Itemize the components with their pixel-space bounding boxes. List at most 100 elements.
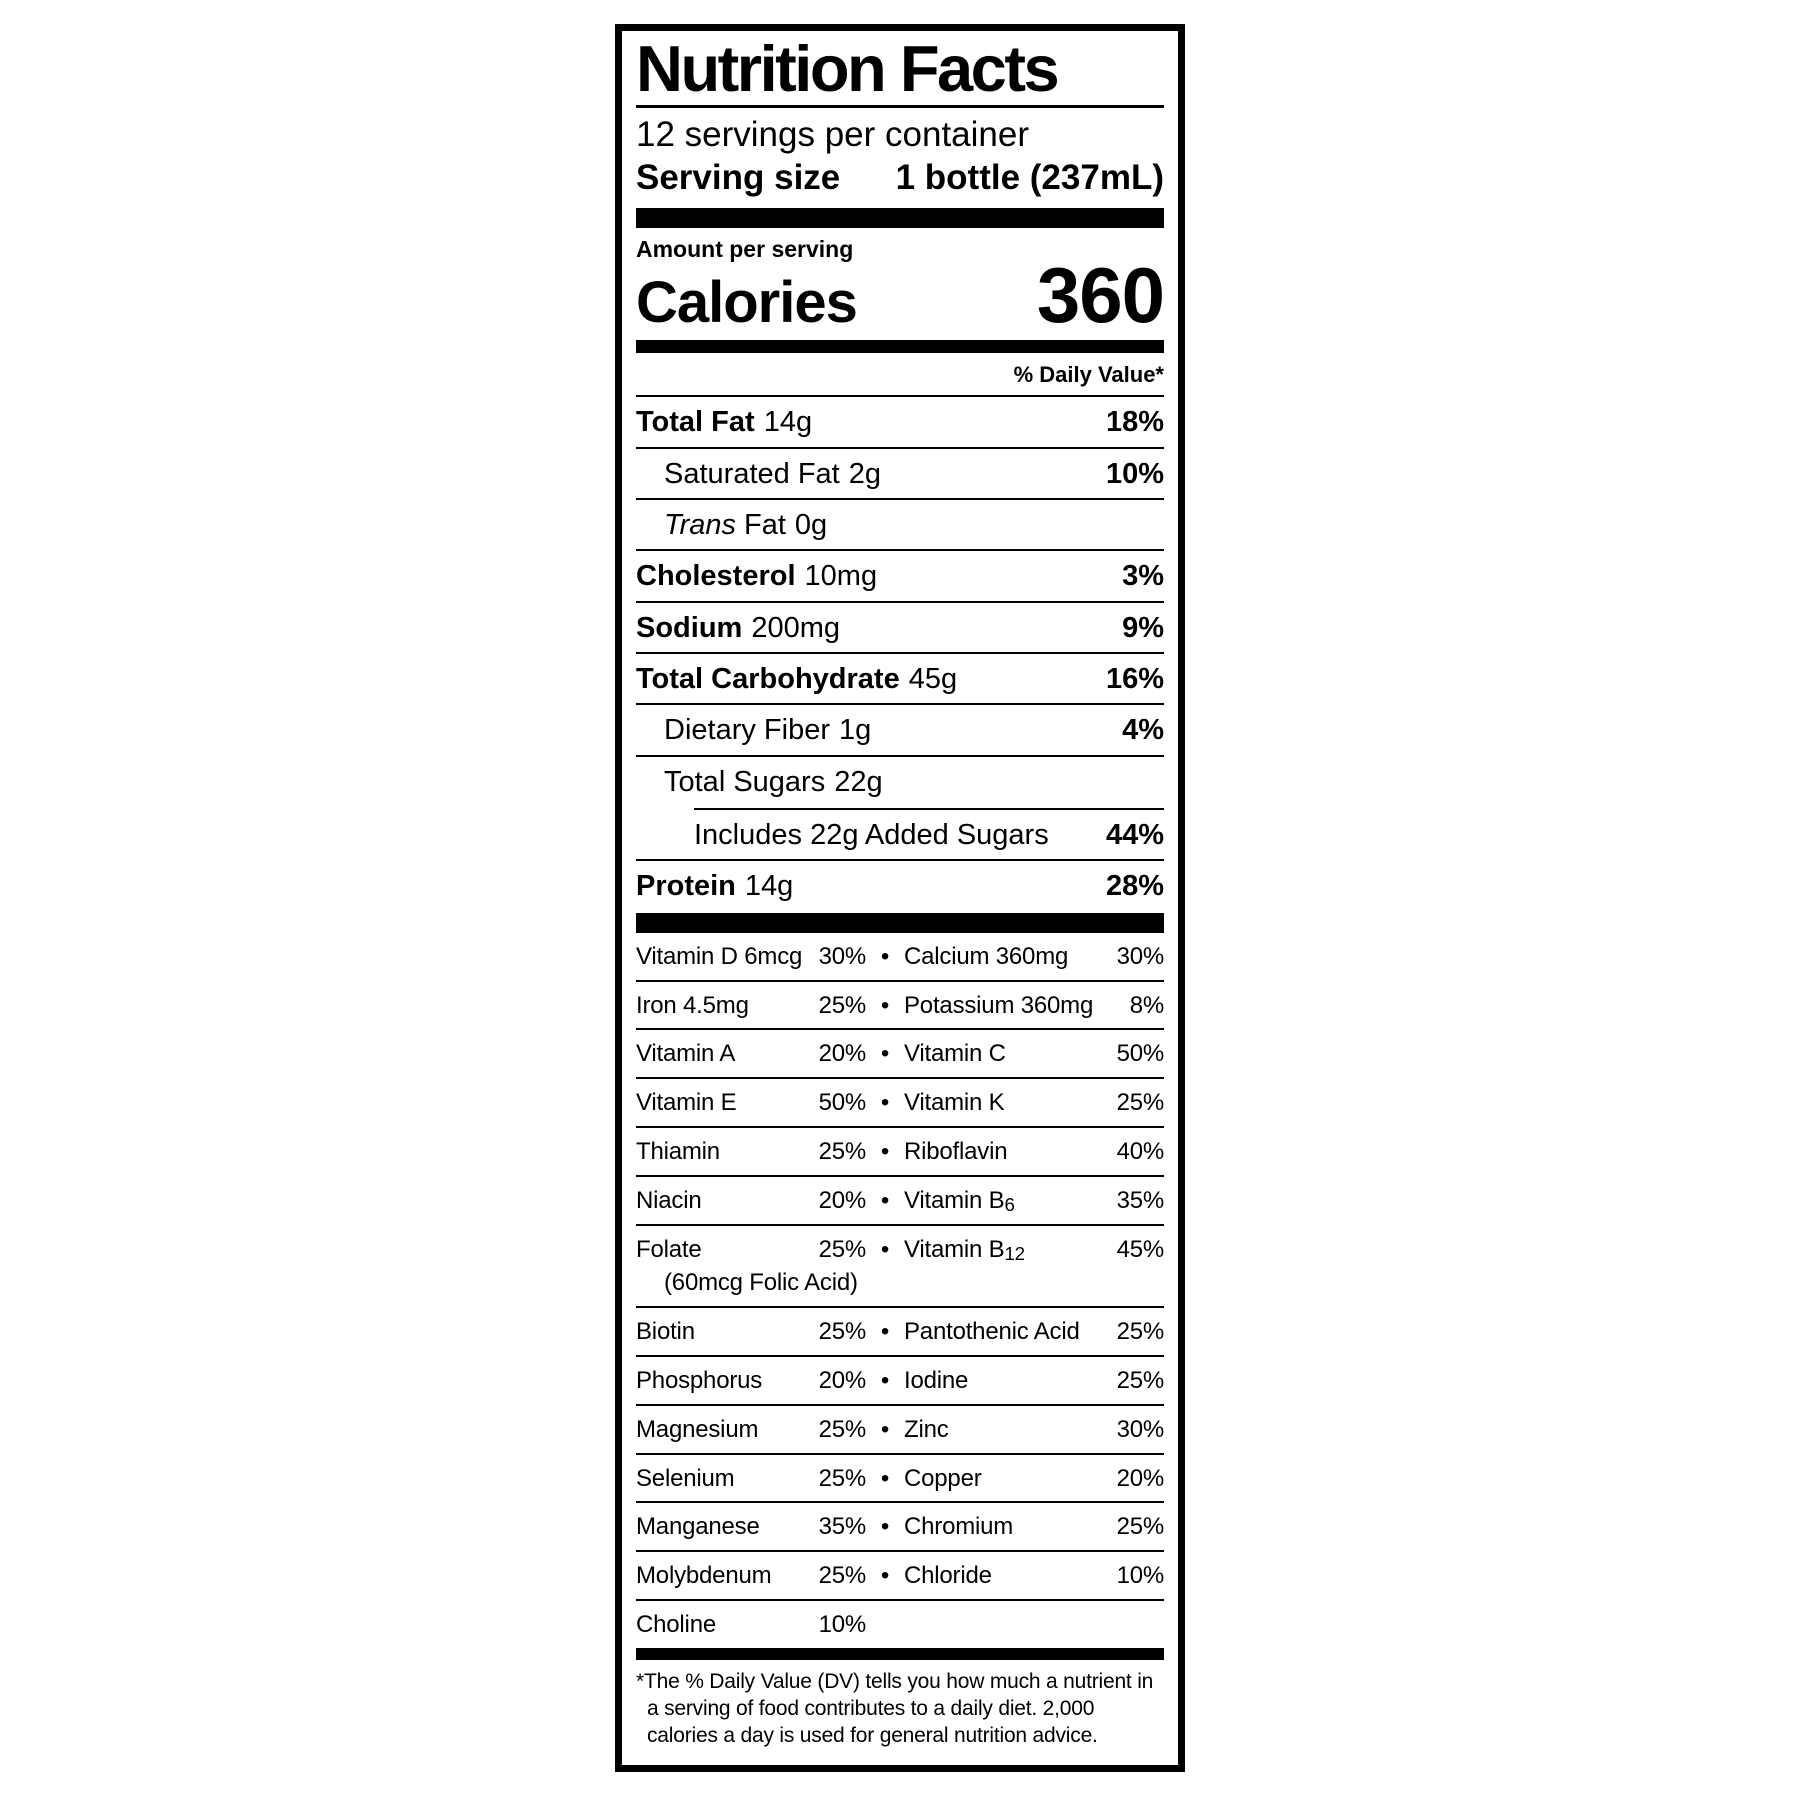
micro-dv: 25%: [818, 1235, 867, 1263]
bullet-separator: •: [880, 1235, 890, 1263]
folate-folic-acid-note: (60mcg Folic Acid): [664, 1269, 858, 1297]
micro-right-pair: Pantothenic Acid 25%: [904, 1318, 1164, 1347]
nutrient-name: Sodium: [636, 611, 743, 644]
nutrient-amount: 2g: [848, 457, 881, 490]
nutrient-name-italic: Trans: [664, 509, 736, 542]
row-protein: Protein 14g 28%: [636, 861, 1164, 912]
divider-bar-footnote: [636, 1647, 1164, 1660]
row-dietary-fiber: Dietary Fiber 1g 4%: [636, 705, 1164, 757]
micro-right-pair: Chloride 10%: [904, 1562, 1164, 1591]
micro-name: Zinc: [904, 1415, 949, 1443]
micro-name-subscript: 12: [1004, 1242, 1025, 1264]
bullet-separator: •: [880, 1513, 890, 1541]
amount-per-serving-label: Amount per serving: [636, 236, 854, 263]
bullet-separator: •: [880, 1138, 890, 1166]
micro-dv: 20%: [1116, 1464, 1165, 1492]
nutrient-dv: 9%: [1122, 611, 1164, 644]
nutrient-amount: 1g: [839, 714, 872, 747]
micro-left-pair: Vitamin D 6mcg 30%: [636, 943, 866, 972]
micro-left-pair: Vitamin E 50%: [636, 1089, 866, 1118]
micro-right-pair: Riboflavin 40%: [904, 1138, 1164, 1167]
row-vitamin-a-vitamin-c: Vitamin A 20% • Vitamin C 50%: [636, 1030, 1164, 1080]
micro-right-pair: Chromium 25%: [904, 1513, 1164, 1542]
nutrient-dv: 4%: [1122, 714, 1164, 747]
micro-dv: 25%: [1116, 1089, 1165, 1117]
micro-name: Copper: [904, 1464, 982, 1492]
serving-size-value: 1 bottle (237mL): [895, 157, 1164, 197]
nutrient-name: Protein: [636, 870, 736, 903]
row-vitamin-e-vitamin-k: Vitamin E 50% • Vitamin K 25%: [636, 1079, 1165, 1129]
micro-dv: 30%: [1116, 942, 1165, 970]
micro-dv: 20%: [818, 1367, 867, 1394]
bullet-separator: •: [880, 1367, 890, 1394]
row-biotin-pantothenic-acid: Biotin 25% • Pantothenic Acid 25%: [636, 1308, 1164, 1357]
nutrition-facts-label: Nutrition Facts 12 servings per containe…: [615, 24, 1185, 1772]
micro-dv: 50%: [1116, 1040, 1165, 1068]
nutrient-name: Total Sugars: [664, 765, 826, 798]
micro-dv: 40%: [1116, 1138, 1165, 1166]
micro-name: Choline: [636, 1610, 716, 1638]
indented-rule: [694, 808, 1164, 811]
nutrient-dv: 10%: [1105, 457, 1164, 490]
row-cholesterol: Cholesterol 10mg 3%: [636, 551, 1164, 603]
micro-name: Vitamin C: [904, 1040, 1006, 1068]
micro-name: Vitamin A: [636, 1040, 736, 1068]
row-thiamin-riboflavin: Thiamin 25% • Riboflavin 40%: [636, 1128, 1164, 1177]
micro-left-pair: Manganese 35%: [636, 1513, 866, 1542]
micro-name: Selenium: [636, 1464, 735, 1492]
micro-dv: 25%: [818, 1415, 867, 1443]
nutrient-name: Saturated Fat: [664, 457, 840, 490]
micro-dv: 45%: [1116, 1235, 1165, 1263]
micro-name: Potassium 360mg: [904, 991, 1094, 1019]
nutrient-amount: 200mg: [751, 611, 841, 644]
row-iron-potassium: Iron 4.5mg 25% • Potassium 360mg 8%: [636, 982, 1164, 1031]
daily-value-header: % Daily Value*: [636, 353, 1164, 398]
micro-dv: 30%: [1116, 1415, 1165, 1443]
row-trans-fat: Trans Fat 0g: [636, 500, 1164, 552]
bullet-separator: •: [880, 1318, 890, 1346]
micro-left-pair: Vitamin A 20%: [636, 1040, 866, 1069]
micro-right-pair: Potassium 360mg 8%: [904, 992, 1164, 1021]
micro-right-pair: Zinc 30%: [904, 1416, 1164, 1445]
row-total-sugars: Total Sugars 22g: [636, 757, 1164, 808]
nutrient-amount: 22g: [834, 765, 883, 798]
micro-name: Vitamin E: [636, 1089, 737, 1117]
micro-name: Pantothenic Acid: [904, 1318, 1080, 1346]
micro-dv: 25%: [818, 1562, 867, 1590]
micro-dv: 35%: [818, 1513, 867, 1541]
micro-left-pair: Niacin 20%: [636, 1187, 866, 1216]
nutrient-amount: 14g: [763, 406, 813, 439]
micro-right-pair: Calcium 360mg 30%: [904, 943, 1164, 972]
micro-name: Calcium 360mg: [904, 942, 1069, 970]
divider-bar-micronutrients: [636, 912, 1164, 933]
row-folate-vitamin-b12: Folate 25% • Vitamin B 12 45% (60mcg Foli…: [636, 1226, 1164, 1309]
nutrient-amount: 45g: [908, 663, 958, 696]
row-total-fat: Total Fat 14g 18%: [636, 397, 1164, 449]
nutrient-amount: 0g: [794, 509, 828, 542]
micro-dv: 25%: [818, 1464, 867, 1492]
micro-dv: 30%: [818, 942, 867, 970]
micro-left-pair: Magnesium 25%: [636, 1416, 866, 1445]
micro-dv: 20%: [818, 1186, 867, 1214]
row-vitamin-d-calcium: Vitamin D 6mcg 30% • Calcium 360mg 30%: [636, 933, 1164, 982]
nutrient-dv: 18%: [1105, 406, 1164, 439]
nutrient-amount: 14g: [744, 870, 794, 903]
micro-name: Chloride: [904, 1562, 992, 1590]
nutrient-dv: 16%: [1105, 663, 1164, 696]
nutrient-name: Total Carbohydrate: [636, 663, 900, 696]
row-selenium-copper: Selenium 25% • Copper 20%: [636, 1455, 1164, 1504]
micro-left-pair: Thiamin 25%: [636, 1138, 866, 1167]
nutrient-name: Fat: [743, 509, 786, 542]
micro-left-pair: Selenium 25%: [636, 1465, 866, 1494]
row-phosphorus-iodine: Phosphorus 20% • Iodine 25%: [636, 1357, 1164, 1406]
micro-right-pair: Vitamin C 50%: [904, 1040, 1164, 1069]
nutrient-name: Includes 22g Added Sugars: [694, 819, 1049, 852]
bullet-separator: •: [880, 942, 890, 970]
micro-right-pair: Iodine 25%: [904, 1367, 1164, 1396]
micro-dv: 25%: [1116, 1367, 1165, 1394]
row-choline: Choline 10%: [636, 1601, 1164, 1648]
row-manganese-chromium: Manganese 35% • Chromium 25%: [636, 1503, 1164, 1553]
row-saturated-fat: Saturated Fat 2g 10%: [636, 449, 1164, 501]
calories-value: 360: [1036, 251, 1165, 340]
